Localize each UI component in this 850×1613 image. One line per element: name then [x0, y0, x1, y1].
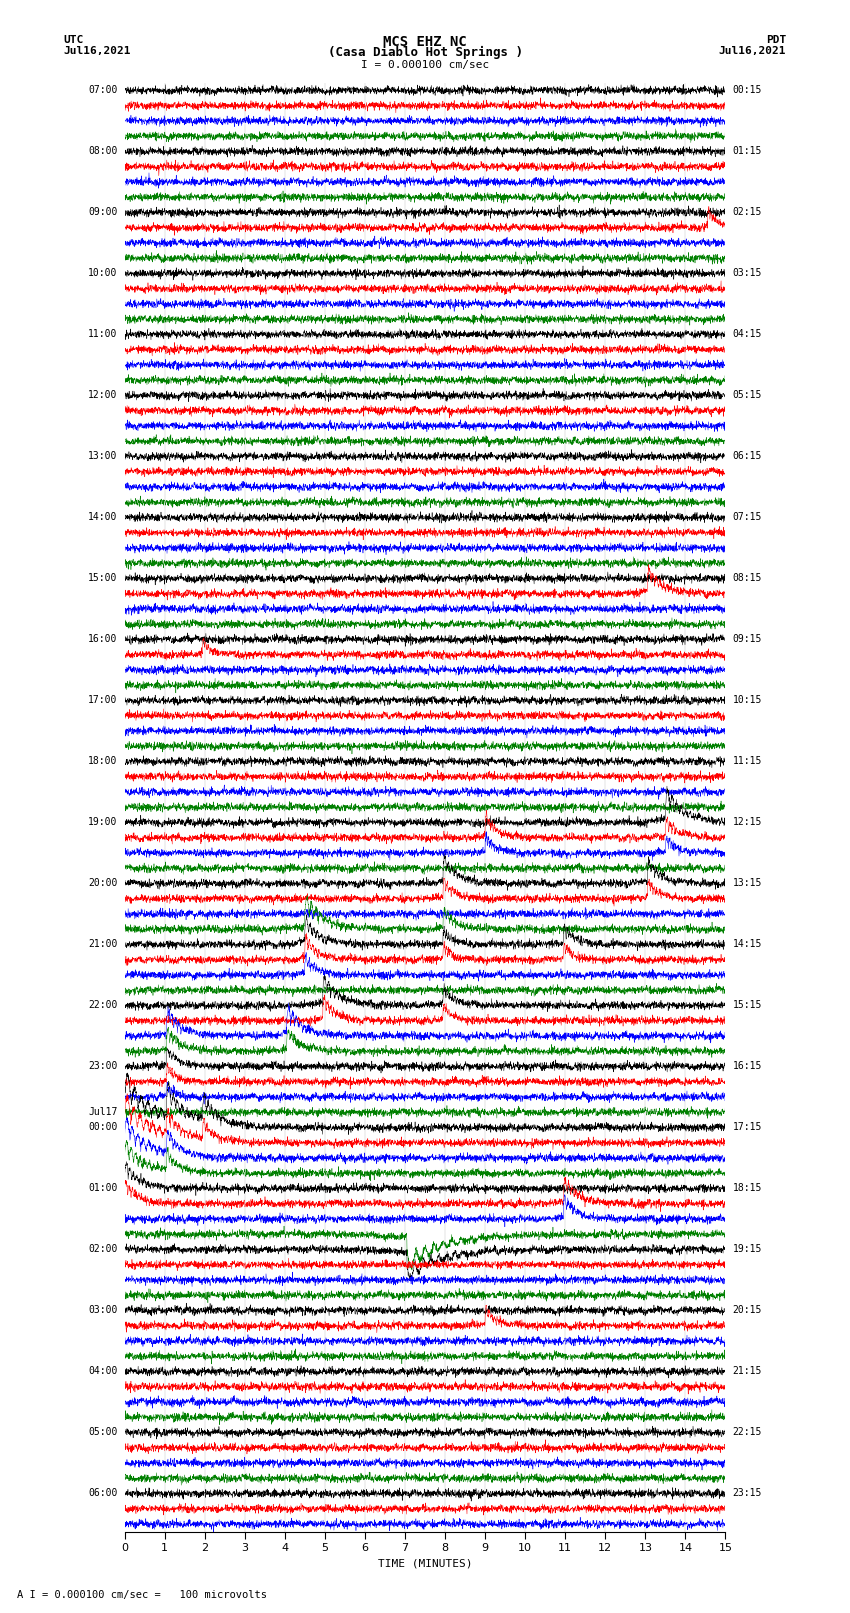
Text: 04:15: 04:15 [733, 329, 762, 339]
Text: 22:15: 22:15 [733, 1428, 762, 1437]
Text: 00:15: 00:15 [733, 85, 762, 95]
Text: UTC: UTC [64, 35, 84, 45]
Text: 03:15: 03:15 [733, 268, 762, 279]
Text: 17:15: 17:15 [733, 1123, 762, 1132]
Text: 20:00: 20:00 [88, 879, 117, 889]
Text: 10:00: 10:00 [88, 268, 117, 279]
Text: 07:00: 07:00 [88, 85, 117, 95]
Text: 00:00: 00:00 [88, 1123, 117, 1132]
Text: 14:15: 14:15 [733, 939, 762, 950]
Text: 23:00: 23:00 [88, 1061, 117, 1071]
Text: 19:00: 19:00 [88, 818, 117, 827]
Text: 07:15: 07:15 [733, 513, 762, 523]
Text: 13:15: 13:15 [733, 879, 762, 889]
Text: 15:00: 15:00 [88, 573, 117, 584]
Text: A I = 0.000100 cm/sec =   100 microvolts: A I = 0.000100 cm/sec = 100 microvolts [17, 1590, 267, 1600]
Text: 08:15: 08:15 [733, 573, 762, 584]
Text: 19:15: 19:15 [733, 1245, 762, 1255]
Text: 02:00: 02:00 [88, 1245, 117, 1255]
Text: 18:15: 18:15 [733, 1184, 762, 1194]
Text: 20:15: 20:15 [733, 1305, 762, 1316]
Text: 23:15: 23:15 [733, 1489, 762, 1498]
Text: 18:00: 18:00 [88, 756, 117, 766]
Text: 16:00: 16:00 [88, 634, 117, 645]
Text: Jul16,2021: Jul16,2021 [719, 45, 786, 56]
Text: 16:15: 16:15 [733, 1061, 762, 1071]
Text: Jul16,2021: Jul16,2021 [64, 45, 131, 56]
Text: 10:15: 10:15 [733, 695, 762, 705]
Text: 12:15: 12:15 [733, 818, 762, 827]
Text: 12:00: 12:00 [88, 390, 117, 400]
Text: 17:00: 17:00 [88, 695, 117, 705]
Text: 04:00: 04:00 [88, 1366, 117, 1376]
Text: I = 0.000100 cm/sec: I = 0.000100 cm/sec [361, 60, 489, 69]
Text: 05:15: 05:15 [733, 390, 762, 400]
Text: (Casa Diablo Hot Springs ): (Casa Diablo Hot Springs ) [327, 45, 523, 60]
Text: PDT: PDT [766, 35, 786, 45]
X-axis label: TIME (MINUTES): TIME (MINUTES) [377, 1560, 473, 1569]
Text: 09:00: 09:00 [88, 208, 117, 218]
Text: 13:00: 13:00 [88, 452, 117, 461]
Text: 05:00: 05:00 [88, 1428, 117, 1437]
Text: 06:00: 06:00 [88, 1489, 117, 1498]
Text: 06:15: 06:15 [733, 452, 762, 461]
Text: 01:15: 01:15 [733, 147, 762, 156]
Text: 11:15: 11:15 [733, 756, 762, 766]
Text: 08:00: 08:00 [88, 147, 117, 156]
Text: MCS EHZ NC: MCS EHZ NC [383, 35, 467, 48]
Text: 11:00: 11:00 [88, 329, 117, 339]
Text: 14:00: 14:00 [88, 513, 117, 523]
Text: 09:15: 09:15 [733, 634, 762, 645]
Text: 21:00: 21:00 [88, 939, 117, 950]
Text: 02:15: 02:15 [733, 208, 762, 218]
Text: 21:15: 21:15 [733, 1366, 762, 1376]
Text: Jul17: Jul17 [88, 1107, 117, 1118]
Text: 03:00: 03:00 [88, 1305, 117, 1316]
Text: 01:00: 01:00 [88, 1184, 117, 1194]
Text: 22:00: 22:00 [88, 1000, 117, 1010]
Text: 15:15: 15:15 [733, 1000, 762, 1010]
